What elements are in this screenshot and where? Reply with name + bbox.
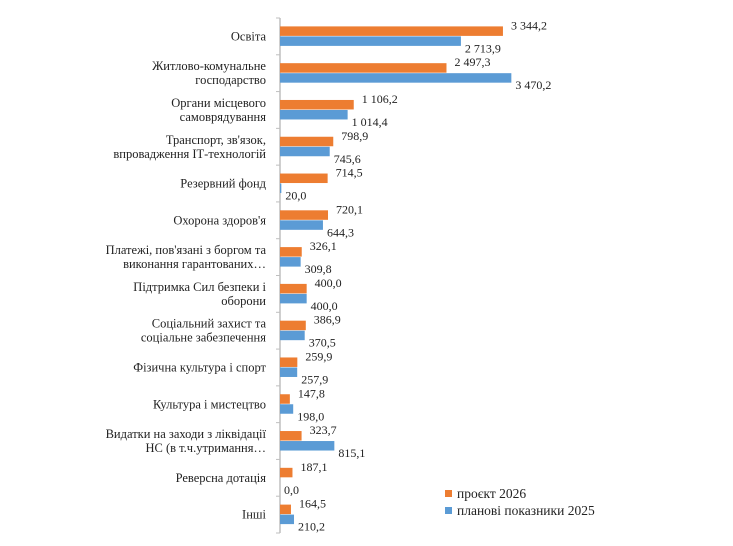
- bar-planned-2025: [280, 73, 512, 83]
- category-label: Освіта: [231, 29, 267, 43]
- data-label: 323,7: [310, 423, 337, 437]
- bar-project-2026: [280, 504, 291, 515]
- bar-planned-2025: [280, 183, 282, 194]
- data-label: 1 014,4: [352, 115, 388, 129]
- bar-planned-2025: [280, 257, 301, 267]
- data-label: 714,5: [336, 166, 363, 180]
- bar-project-2026: [280, 357, 298, 367]
- data-label: 187,1: [300, 460, 327, 474]
- data-label: 257,9: [301, 372, 328, 386]
- category-label: Житлово-комунальне господарство: [152, 59, 266, 87]
- category-label: Соціальний захист та соціальне забезпечен…: [141, 317, 267, 345]
- data-label: 798,9: [341, 129, 368, 143]
- data-label: 309,8: [305, 262, 332, 276]
- legend: проєкт 2026 планові показники 2025: [445, 486, 595, 518]
- bar-project-2026: [280, 26, 503, 36]
- bar-planned-2025: [280, 441, 335, 451]
- bar-planned-2025: [280, 220, 323, 230]
- category-label: Культура і мистецтво: [153, 397, 266, 411]
- category-label: Підтримка Сил безпеки і оборони: [133, 280, 266, 308]
- bar-project-2026: [280, 283, 307, 294]
- bar-planned-2025: [280, 293, 307, 304]
- bar-planned-2025: [280, 367, 298, 377]
- data-label: 386,9: [314, 313, 341, 327]
- data-label: 198,0: [297, 409, 324, 423]
- bar-project-2026: [280, 136, 334, 147]
- data-label: 720,1: [336, 202, 363, 216]
- data-label: 147,8: [298, 386, 325, 400]
- legend-swatch: [445, 507, 452, 514]
- bar-planned-2025: [280, 36, 461, 46]
- data-label: 20,0: [285, 189, 306, 203]
- category-label: Фізична культура і спорт: [133, 360, 266, 374]
- bar-planned-2025: [280, 330, 305, 341]
- data-label: 210,2: [298, 520, 325, 534]
- bar-project-2026: [280, 210, 329, 220]
- legend-swatch: [445, 490, 452, 497]
- data-label: 3 470,2: [515, 78, 551, 92]
- data-label: 400,0: [315, 276, 342, 290]
- bar-project-2026: [280, 467, 293, 478]
- category-label: Видатки на заходи з ліквідації НС (в т.ч.…: [106, 427, 267, 455]
- category-label: Транспорт, зв'язок, впровадження ІТ-техно…: [113, 133, 266, 161]
- data-label: 3 344,2: [511, 18, 547, 32]
- bar-planned-2025: [280, 404, 294, 414]
- bar-project-2026: [280, 63, 447, 73]
- bar-project-2026: [280, 173, 328, 184]
- bar-planned-2025: [280, 109, 348, 120]
- data-label: 1 106,2: [362, 92, 398, 106]
- data-label: 400,0: [311, 299, 338, 313]
- data-label: 0,0: [284, 483, 299, 497]
- category-label: Інші: [242, 508, 266, 522]
- bar-project-2026: [280, 320, 306, 331]
- data-label: 2 497,3: [454, 55, 490, 69]
- category-label: Охорона здоров'я: [173, 213, 266, 227]
- data-label: 259,9: [305, 349, 332, 363]
- bar-project-2026: [280, 394, 290, 404]
- data-label: 745,6: [334, 152, 361, 166]
- category-label: Органи місцевого самоврядування: [171, 96, 266, 124]
- bar-project-2026: [280, 247, 302, 257]
- bar-project-2026: [280, 431, 302, 441]
- data-label: 644,3: [327, 225, 354, 239]
- category-label: Платежі, пов'язані з боргом та виконання …: [106, 243, 267, 271]
- category-label: Резервний фонд: [180, 177, 266, 191]
- bar-project-2026: [280, 99, 354, 110]
- data-label: 326,1: [310, 239, 337, 253]
- category-label: Реверсна дотація: [176, 471, 267, 485]
- data-label: 370,5: [309, 336, 336, 350]
- data-label: 815,1: [338, 446, 365, 460]
- legend-entry: планові показники 2025: [457, 503, 595, 518]
- legend-entry: проєкт 2026: [457, 486, 526, 501]
- data-label: 164,5: [299, 497, 326, 511]
- data-label: 2 713,9: [465, 41, 501, 55]
- bar-planned-2025: [280, 146, 330, 157]
- bar-planned-2025: [280, 514, 295, 525]
